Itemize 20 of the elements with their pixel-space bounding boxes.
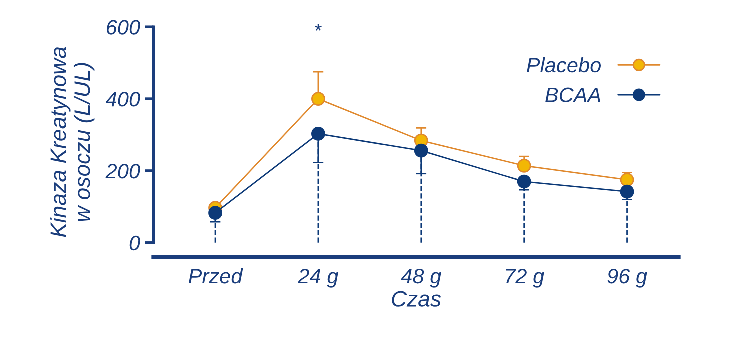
point — [620, 173, 634, 187]
x-tick-label: 24 g — [298, 268, 339, 288]
y-tick-label: 600 — [106, 20, 140, 35]
legend-label: Placebo — [527, 57, 602, 73]
y-tick-label: 0 — [130, 236, 140, 251]
point — [312, 92, 326, 106]
y-axis-title: Kinaza Kreatynowa w osoczu (L/UL) — [50, 47, 95, 238]
point — [312, 126, 326, 141]
legend-label: BCAA — [546, 88, 601, 103]
x-tick-label: 72 g — [506, 268, 544, 288]
y-tick-label: 400 — [106, 92, 140, 107]
x-tick-label: Przed — [188, 268, 244, 284]
point — [517, 159, 532, 173]
x-axis-title: Czas — [392, 291, 442, 307]
x-tick-label: 48 g — [401, 268, 442, 288]
point — [414, 144, 428, 158]
y-tick-label: 200 — [106, 164, 140, 179]
point — [517, 174, 532, 189]
x-tick-label: 96 g — [608, 268, 648, 288]
annotation: * — [314, 24, 322, 31]
